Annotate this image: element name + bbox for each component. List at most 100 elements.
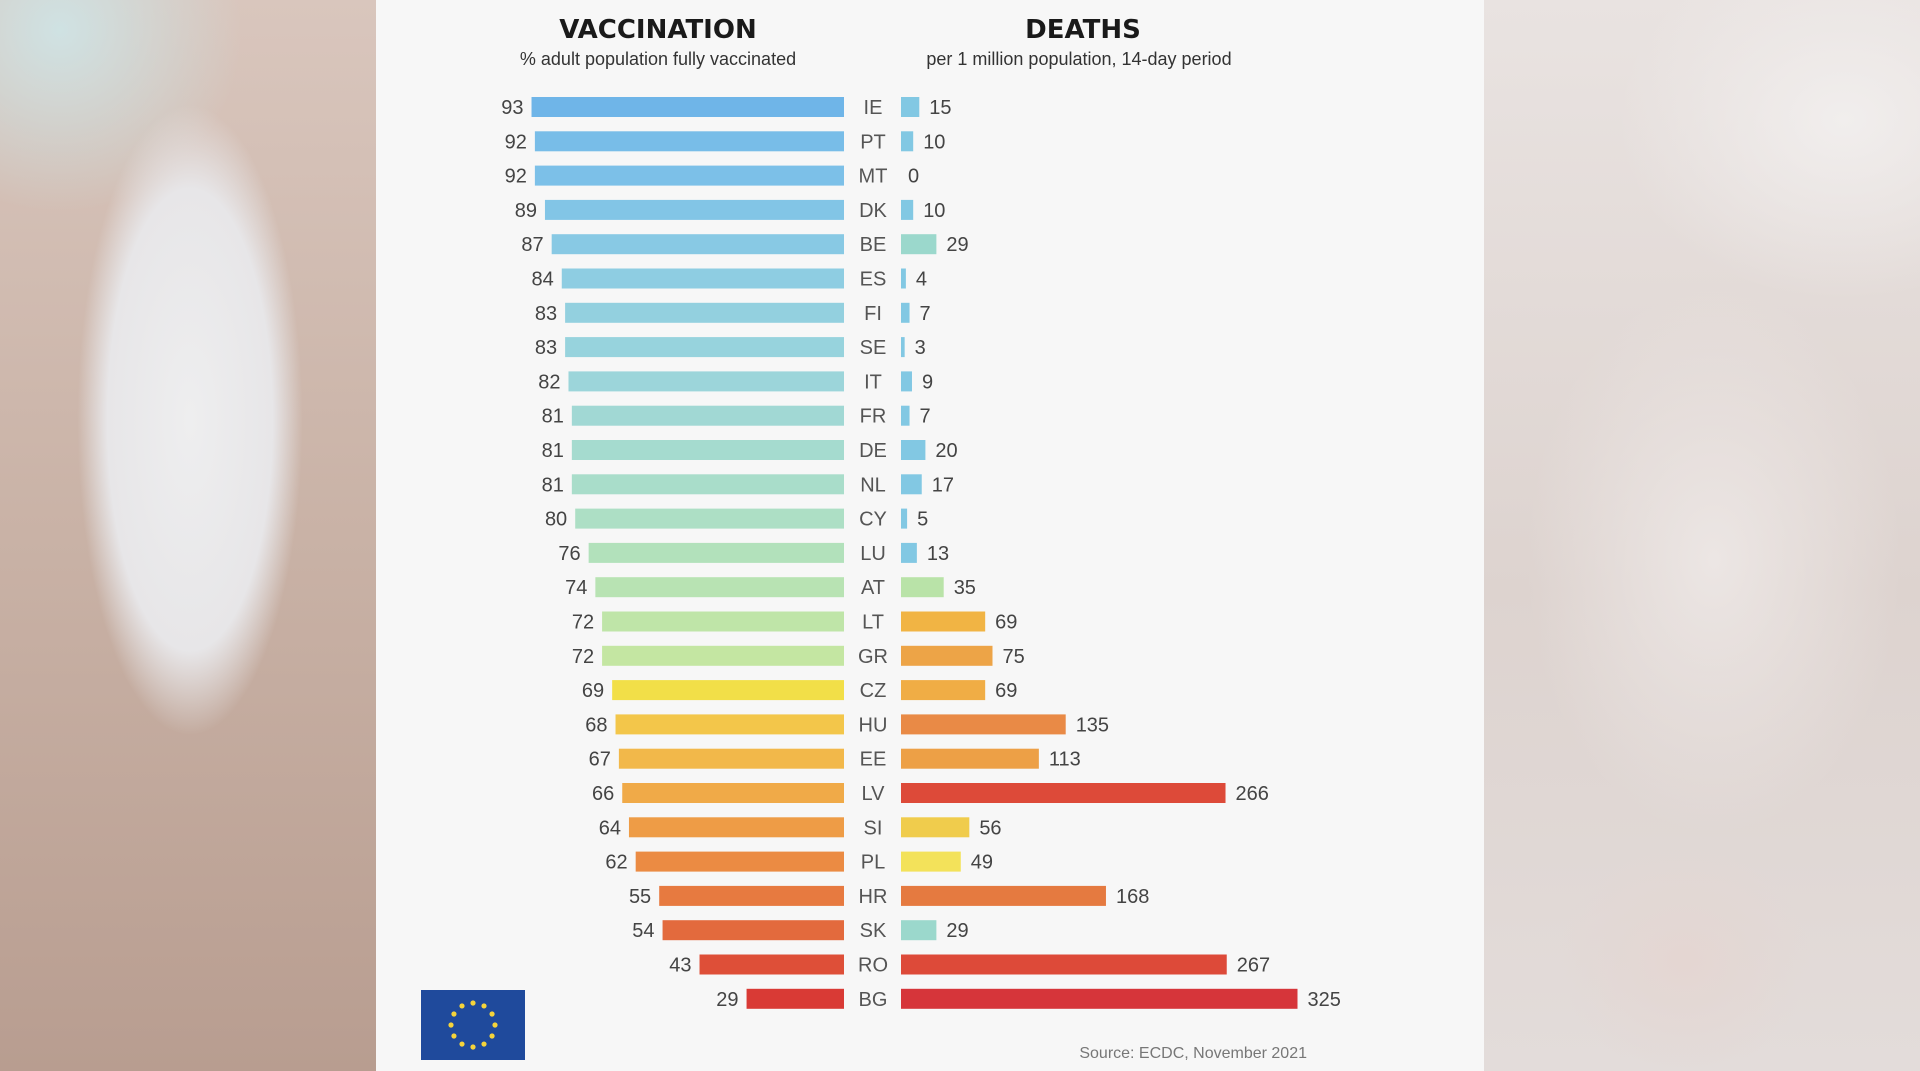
vaccination-value-cz: 69 — [582, 680, 604, 702]
vaccination-bar-be — [551, 234, 844, 255]
vaccination-bar-it — [568, 371, 844, 392]
vaccination-value-sk: 54 — [632, 920, 654, 942]
deaths-bar-hr — [901, 885, 1106, 906]
deaths-bar-bg — [901, 988, 1298, 1009]
deaths-bar-sk — [901, 920, 937, 941]
country-code-it: IT — [864, 371, 882, 393]
vaccination-bars: 93 92 92 89 87 84 83 83 82 81 81 81 80 76 74 72 72 69 68 67… — [501, 97, 844, 1011]
flag-star — [451, 1033, 457, 1039]
vaccination-value-lt: 72 — [572, 612, 594, 634]
country-code-es: ES — [860, 269, 887, 291]
deaths-bar-cz — [901, 680, 986, 701]
deaths-value-ie: 15 — [929, 97, 951, 119]
deaths-bar-gr — [901, 645, 993, 666]
deaths-value-se: 3 — [915, 337, 926, 359]
deaths-value-bg: 325 — [1308, 989, 1341, 1011]
deaths-value-ee: 113 — [1049, 749, 1081, 771]
vaccination-value-hr: 55 — [629, 886, 651, 908]
vaccination-bar-hr — [659, 885, 844, 906]
country-code-ee: EE — [860, 749, 887, 771]
country-code-fi: FI — [864, 303, 882, 325]
vaccination-bar-de — [571, 440, 844, 460]
flag-star — [451, 1011, 457, 1017]
deaths-value-nl: 17 — [932, 474, 954, 496]
vaccination-bar-at — [595, 577, 844, 598]
deaths-bar-pt — [901, 131, 914, 152]
deaths-value-ro: 267 — [1237, 955, 1270, 977]
deaths-bar-ie — [901, 97, 920, 117]
vaccination-value-lu: 76 — [558, 543, 580, 565]
flag-star — [448, 1022, 454, 1028]
deaths-value-fr: 7 — [920, 406, 931, 428]
country-code-dk: DK — [859, 200, 887, 222]
deaths-value-fi: 7 — [920, 303, 931, 325]
country-codes: IE PT MT DK BE ES FI SE IT FR DE NL CY LU AT LT GR CZ HU EE… — [858, 97, 888, 1011]
vaccination-bar-es — [561, 268, 844, 289]
vaccination-value-pt: 92 — [505, 131, 527, 153]
vaccination-value-cy: 80 — [545, 509, 567, 531]
country-code-nl: NL — [860, 474, 886, 496]
deaths-value-es: 4 — [916, 269, 927, 291]
deaths-bars: 1510010294739720175133569756913511326656… — [901, 97, 1341, 1011]
country-code-lt: LT — [862, 612, 884, 634]
deaths-bar-fi — [901, 302, 910, 323]
vaccination-bar-sk — [662, 920, 844, 941]
deaths-bar-si — [901, 817, 970, 838]
flag-star — [489, 1033, 495, 1039]
deaths-bar-it — [901, 371, 912, 392]
vaccination-bar-nl — [571, 474, 844, 495]
deaths-value-lv: 266 — [1236, 783, 1269, 805]
deaths-bar-be — [901, 234, 937, 255]
deaths-bar-fr — [901, 405, 910, 426]
flag-star — [492, 1022, 498, 1028]
vaccination-value-fi: 83 — [535, 303, 557, 325]
vaccination-bar-hu — [615, 714, 844, 735]
vaccination-bar-bg — [746, 988, 844, 1009]
flag-star — [481, 1041, 487, 1047]
vaccination-bar-ee — [618, 748, 844, 769]
vaccination-bar-lu — [588, 542, 844, 563]
vaccination-bar-pt — [534, 131, 844, 152]
vaccination-value-mt: 92 — [505, 166, 527, 188]
vaccination-value-it: 82 — [538, 371, 560, 393]
country-code-cy: CY — [859, 509, 887, 531]
vaccination-bar-gr — [602, 645, 844, 666]
vaccination-value-ie: 93 — [501, 97, 523, 119]
deaths-value-mt: 0 — [908, 166, 919, 188]
vaccination-value-si: 64 — [599, 817, 621, 839]
vaccination-value-gr: 72 — [572, 646, 594, 668]
vaccination-value-be: 87 — [521, 234, 543, 256]
background-photo-left — [0, 0, 376, 1071]
country-code-de: DE — [859, 440, 887, 462]
country-code-hu: HU — [859, 714, 888, 736]
deaths-value-it: 9 — [922, 371, 933, 393]
vaccination-value-lv: 66 — [592, 783, 614, 805]
deaths-bar-es — [901, 268, 906, 289]
vaccination-bar-se — [565, 337, 844, 358]
deaths-bar-ee — [901, 748, 1039, 769]
vaccination-bar-dk — [544, 199, 844, 220]
country-code-si: SI — [864, 817, 883, 839]
vaccination-value-es: 84 — [532, 269, 554, 291]
vaccination-bar-cz — [612, 680, 844, 701]
vaccination-value-at: 74 — [565, 577, 587, 599]
deaths-bar-at — [901, 577, 944, 598]
country-code-pl: PL — [861, 852, 885, 874]
vaccination-value-de: 81 — [542, 440, 564, 462]
deaths-value-dk: 10 — [923, 200, 945, 222]
country-code-sk: SK — [860, 920, 887, 942]
vaccination-subtitle: % adult population fully vaccinated — [520, 49, 796, 69]
vaccination-bar-fi — [565, 302, 844, 323]
background-photo-right — [1484, 0, 1920, 1071]
deaths-bar-de — [901, 440, 926, 460]
country-code-pt: PT — [860, 131, 886, 153]
vaccination-bar-lv — [622, 783, 844, 803]
deaths-value-cy: 5 — [917, 509, 928, 531]
deaths-value-hr: 168 — [1116, 886, 1149, 908]
deaths-title: DEATHS — [1025, 15, 1141, 45]
deaths-bar-dk — [901, 199, 914, 220]
country-code-cz: CZ — [860, 680, 887, 702]
country-code-ro: RO — [858, 955, 888, 977]
deaths-value-be: 29 — [946, 234, 968, 256]
country-code-hr: HR — [859, 886, 888, 908]
